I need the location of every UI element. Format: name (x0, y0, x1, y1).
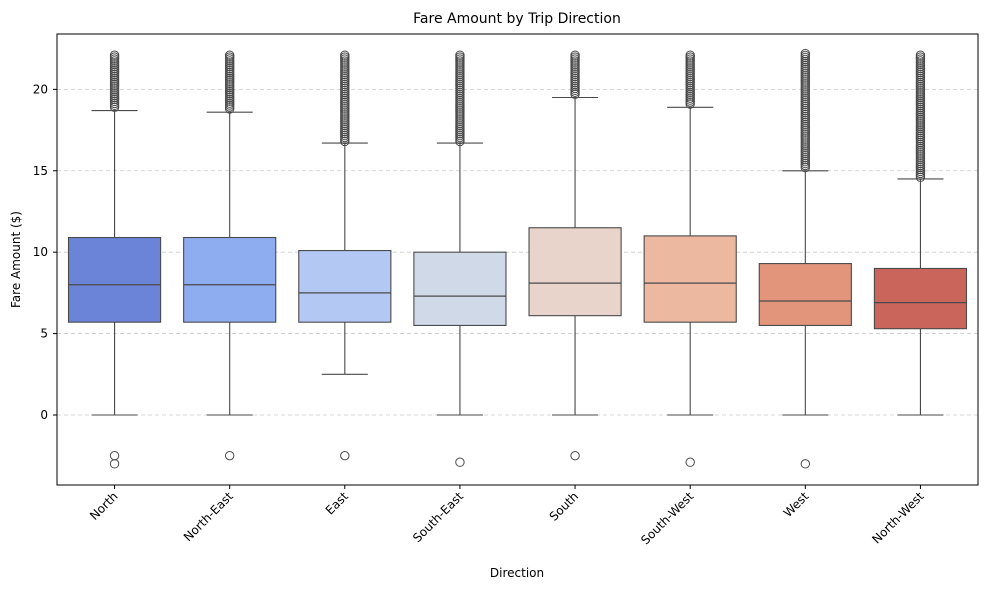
outlier-high (685, 50, 695, 60)
x-axis-label: Direction (490, 566, 544, 580)
x-tick-label-4: South (547, 489, 582, 524)
box-body (298, 249, 392, 323)
plot-frame (56, 33, 979, 486)
x-tick-label-6: West (781, 489, 812, 520)
chart-title: Fare Amount by Trip Direction (413, 11, 621, 27)
outlier-high (915, 50, 926, 60)
x-tick-label-3: South-East (410, 489, 466, 545)
box-east (298, 50, 392, 461)
outlier-low (109, 459, 120, 469)
y-axis-label: Fare Amount ($) (9, 211, 23, 308)
box-north-east (183, 50, 277, 461)
box-south-west (643, 50, 737, 467)
box-body (528, 227, 622, 317)
outlier-low (455, 457, 465, 467)
y-tick-label-4: 20 (33, 82, 48, 96)
outlier-low (340, 450, 350, 461)
x-tick-label-7: North-West (869, 489, 926, 546)
box-north (67, 50, 162, 469)
box-body (643, 235, 737, 323)
box-body (758, 263, 852, 326)
box-north-west (873, 50, 968, 416)
outlier-high (800, 48, 811, 59)
outlier-high (109, 50, 120, 60)
y-tick-label-2: 10 (33, 245, 48, 259)
box-south (528, 50, 622, 461)
x-tick-label-2: East (323, 489, 351, 517)
x-tick-label-5: South-West (638, 489, 696, 547)
outlier-low (570, 450, 580, 461)
outlier-low (224, 450, 235, 461)
box-south-east (413, 50, 507, 467)
outlier-high (224, 50, 235, 60)
x-axis: North North-East East South-East South South-… (87, 485, 927, 547)
box-body (67, 236, 162, 323)
boxes-layer (67, 48, 968, 469)
outlier-high (570, 50, 580, 60)
outlier-high (340, 50, 350, 60)
y-tick-label-3: 15 (33, 164, 48, 178)
outlier-high (455, 50, 465, 60)
outlier-low (109, 450, 120, 461)
box-body (413, 251, 507, 326)
y-axis: 0 5 10 15 20 (33, 82, 57, 422)
box-body (873, 267, 968, 330)
y-tick-label-0: 0 (40, 408, 48, 422)
x-tick-label-0: North (87, 489, 121, 523)
x-tick-label-1: North-East (181, 489, 236, 544)
outlier-low (800, 459, 811, 469)
y-tick-label-1: 5 (40, 327, 48, 341)
box-west (758, 48, 852, 469)
box-body (183, 236, 277, 323)
outlier-low (685, 457, 695, 467)
